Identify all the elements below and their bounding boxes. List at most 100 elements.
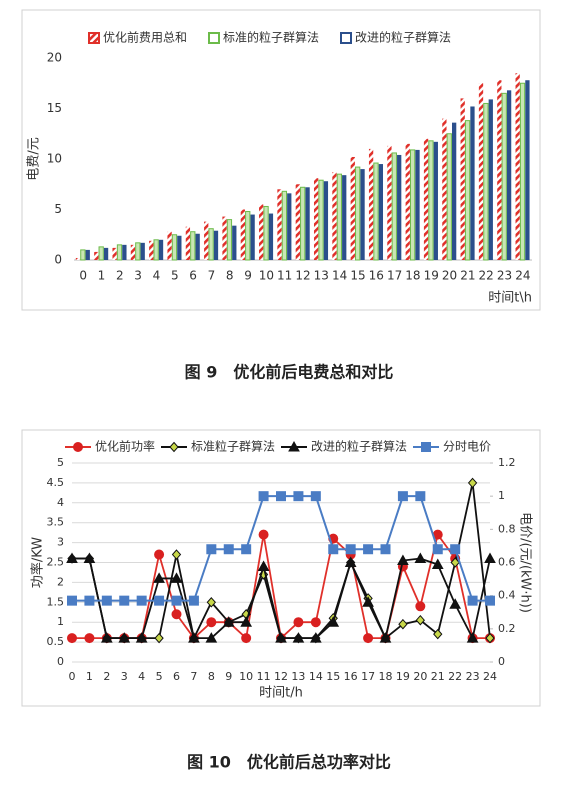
bar [300, 186, 306, 261]
x-tick-label: 3 [121, 670, 128, 683]
bar [232, 225, 237, 260]
bar [405, 143, 410, 260]
x-tick-label: 20 [413, 670, 427, 683]
bar [506, 90, 512, 260]
marker [188, 632, 200, 643]
bar [442, 118, 447, 260]
x-tick-label: 7 [208, 269, 216, 283]
bar [350, 156, 355, 260]
bar [336, 173, 342, 261]
bar [470, 106, 475, 260]
marker [467, 477, 478, 489]
bar [460, 98, 465, 261]
marker [467, 595, 478, 606]
y-tick-label: 0 [54, 253, 62, 267]
marker [67, 633, 77, 644]
bar [222, 216, 227, 260]
bar [342, 175, 347, 260]
marker [100, 632, 113, 643]
bar [268, 213, 274, 260]
bar [525, 80, 530, 260]
marker [415, 491, 426, 502]
bar [287, 193, 292, 260]
bar [98, 246, 104, 261]
bar [497, 80, 502, 260]
bar [171, 234, 178, 261]
bar [409, 149, 416, 261]
x-tick-label: 6 [173, 670, 180, 683]
marker [84, 595, 95, 606]
bar [130, 244, 136, 260]
y2-tick-label: 0.6 [498, 556, 516, 569]
x-tick-label: 8 [208, 670, 215, 683]
bar [488, 99, 493, 260]
bar [177, 235, 182, 260]
marker [171, 595, 182, 606]
x-tick-label: 8 [226, 269, 234, 283]
x-tick-label: 1 [86, 670, 93, 683]
bar [428, 140, 434, 261]
bar [94, 251, 99, 260]
bar [391, 152, 397, 261]
bar [213, 230, 219, 260]
legend-label: 优化前费用总和 [103, 30, 187, 45]
marker [136, 595, 147, 606]
marker [421, 442, 431, 452]
marker [83, 552, 96, 564]
y2-tick-label: 0.2 [498, 622, 516, 635]
y-tick-label: 0.5 [47, 635, 65, 648]
bar [80, 249, 86, 261]
caption: 图 9 优化前后电费总和对比 [185, 363, 394, 382]
marker [415, 601, 426, 612]
x-tick-label: 22 [479, 269, 494, 283]
y-tick-label: 4 [57, 496, 64, 509]
x-tick-label: 14 [332, 269, 347, 283]
bar [226, 219, 233, 261]
legend-swatch [88, 32, 100, 44]
x-tick-label: 22 [448, 670, 462, 683]
bar [116, 244, 123, 261]
x-axis-label: 时间t\h [488, 291, 532, 306]
marker [101, 595, 112, 606]
marker [344, 556, 357, 567]
bar [295, 184, 300, 260]
marker [433, 628, 443, 640]
marker [398, 618, 408, 630]
legend-label: 标准粒子群算法 [191, 439, 275, 454]
marker [258, 529, 269, 540]
bar [277, 189, 282, 260]
x-tick-label: 23 [497, 269, 512, 283]
bar [378, 164, 384, 260]
bar [185, 226, 191, 260]
legend-swatch [340, 32, 352, 44]
marker [170, 572, 183, 583]
bar [446, 133, 452, 261]
y2-tick-label: 0.8 [498, 522, 516, 535]
x-tick-label: 19 [424, 269, 439, 283]
marker [153, 572, 165, 583]
marker [310, 491, 321, 502]
bar [140, 242, 145, 260]
bar [423, 138, 429, 260]
marker [288, 440, 300, 452]
x-tick-label: 13 [291, 670, 305, 683]
y-tick-label: 4.5 [47, 476, 65, 489]
x-tick-label: 14 [309, 670, 323, 683]
x-tick-label: 18 [379, 670, 393, 683]
marker [310, 617, 321, 628]
marker [397, 554, 409, 566]
bar [433, 141, 438, 260]
marker [73, 442, 83, 452]
chart-frame [21, 429, 541, 707]
bar [464, 120, 471, 261]
marker [241, 544, 252, 555]
marker [293, 617, 304, 628]
x-tick-label: 2 [116, 269, 124, 283]
bar [240, 209, 245, 260]
marker [345, 544, 356, 555]
marker [450, 557, 460, 568]
marker [135, 632, 148, 643]
x-tick-label: 7 [190, 670, 197, 683]
marker [223, 544, 234, 555]
